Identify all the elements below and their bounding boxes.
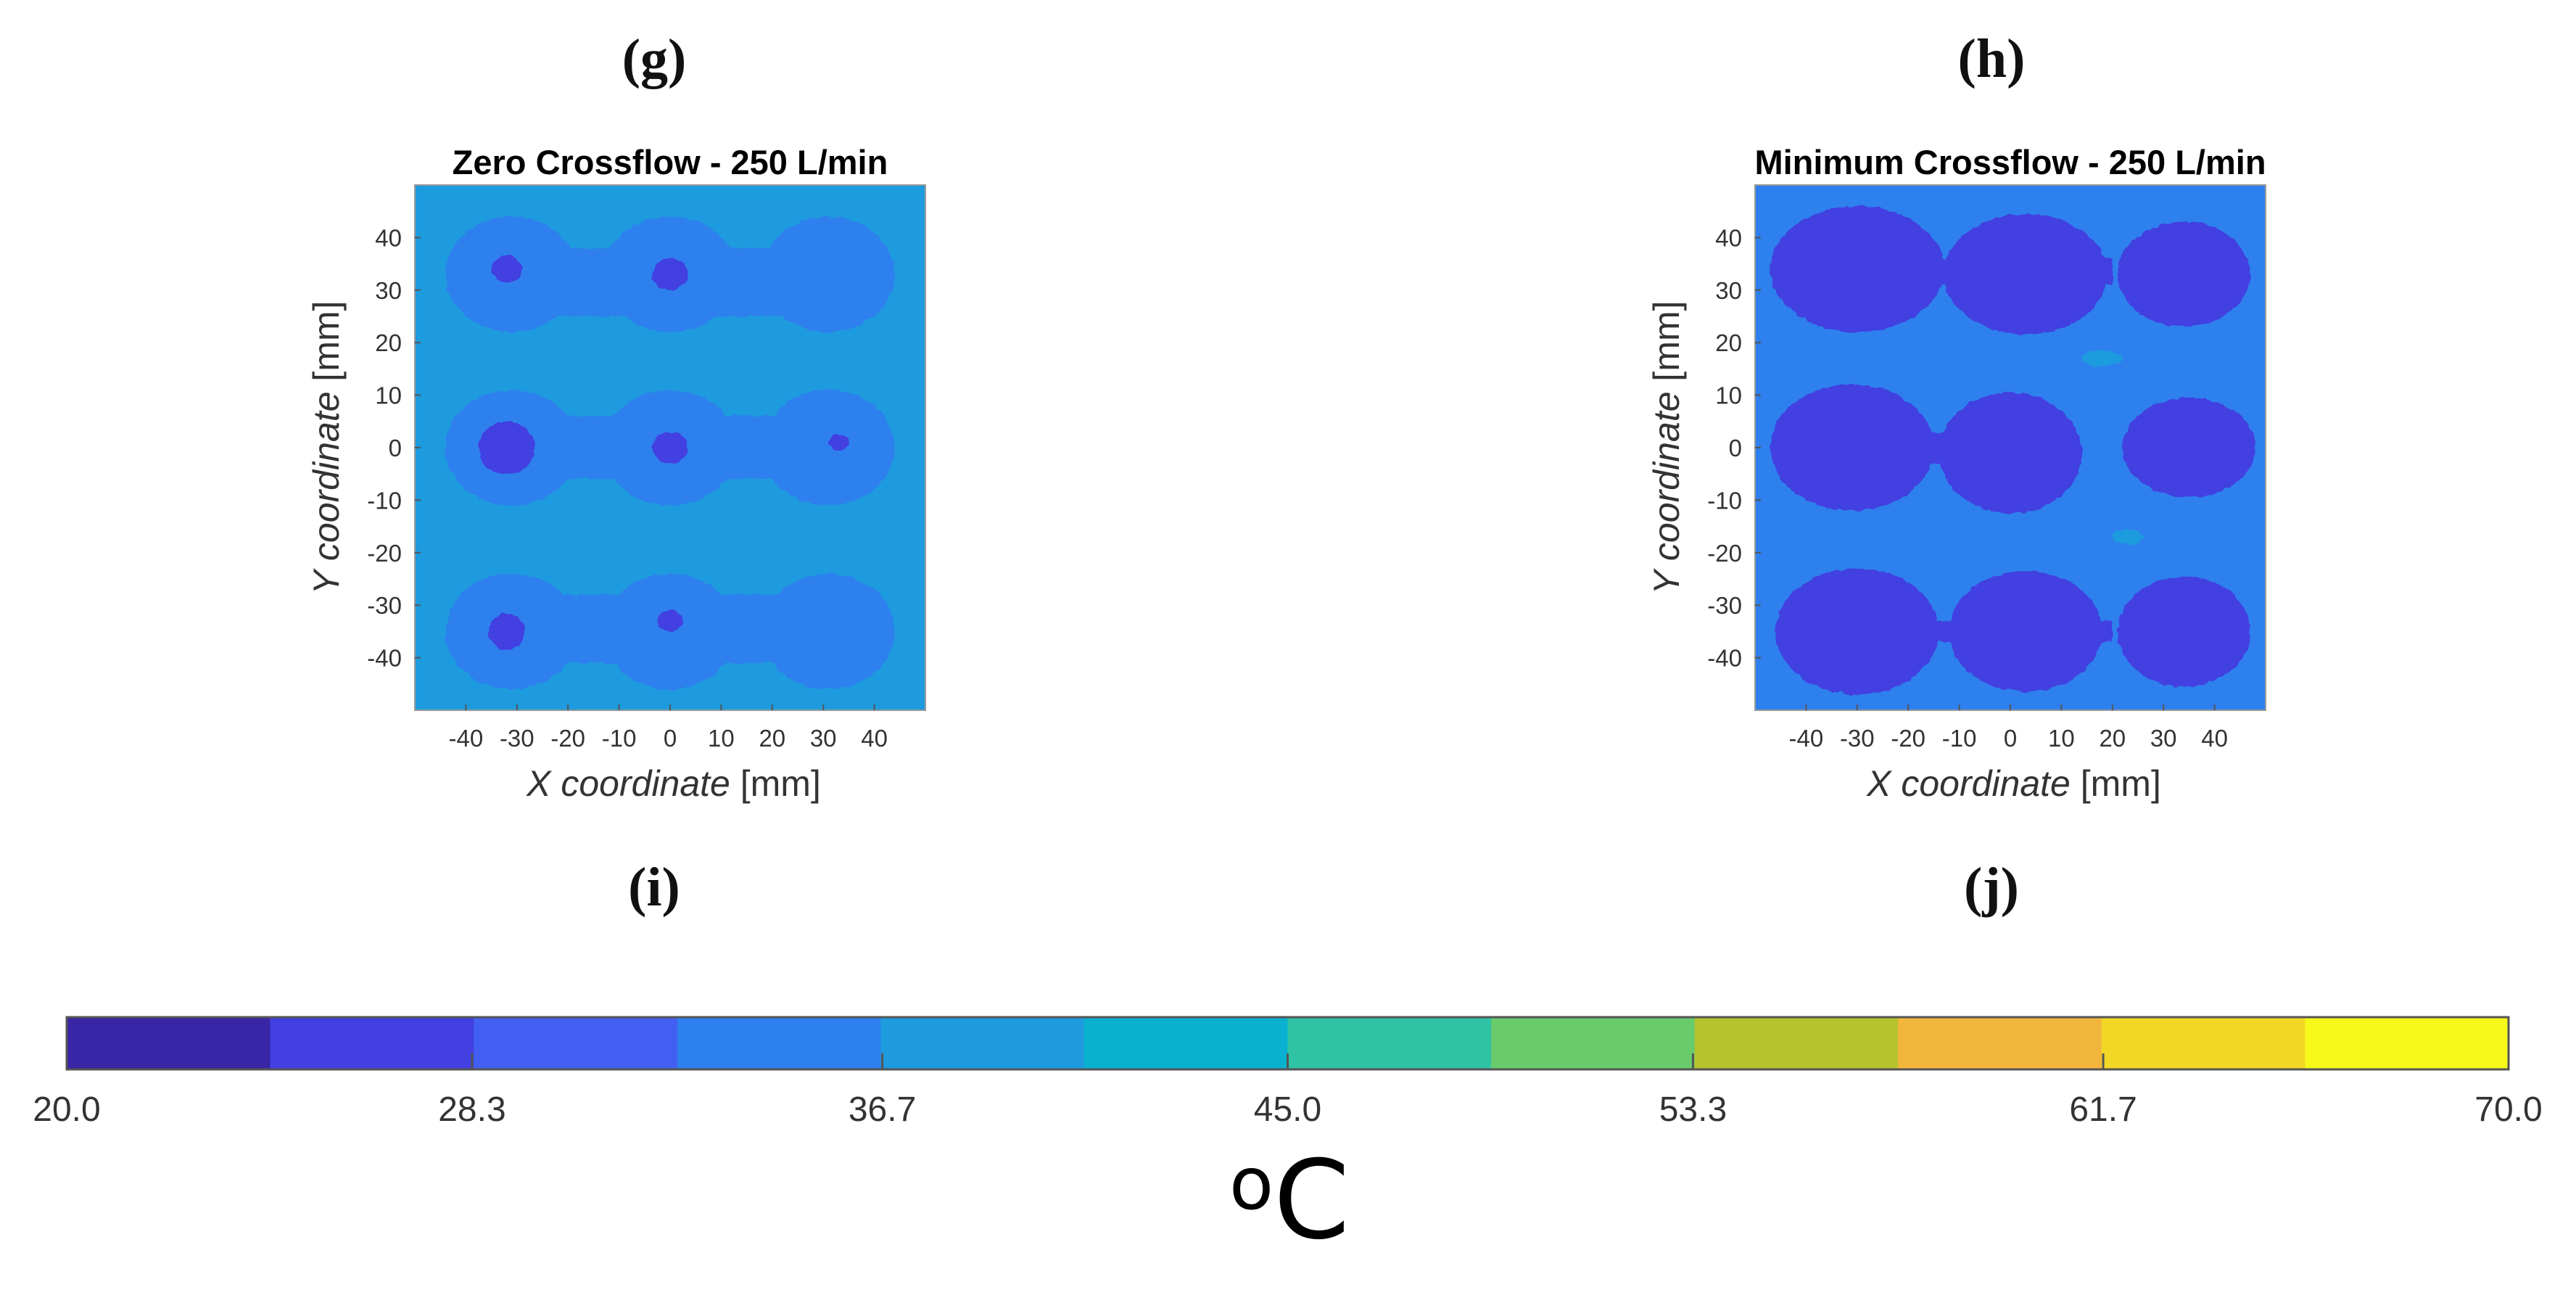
temperature-region bbox=[1770, 385, 1934, 511]
y-tick-label: -40 bbox=[367, 645, 402, 672]
x-tick-label: -30 bbox=[500, 725, 534, 752]
colorbar-tick-label: 70.0 bbox=[2474, 1090, 2543, 1129]
panel-label-i: (i) bbox=[628, 857, 680, 918]
colorbar-tick-label: 53.3 bbox=[1659, 1090, 1727, 1129]
colorbar-unit: oC bbox=[1229, 1138, 1350, 1264]
heatmap-regions bbox=[1770, 205, 2255, 695]
colorbar-tick-label: 61.7 bbox=[2069, 1090, 2137, 1129]
chart-title: Minimum Crossflow - 250 L/min bbox=[1754, 143, 2266, 181]
x-tick-label: 20 bbox=[759, 725, 785, 752]
x-tick-label: -10 bbox=[1942, 725, 1977, 752]
chart-title: Zero Crossflow - 250 L/min bbox=[453, 143, 888, 181]
colorbar-bin bbox=[1287, 1017, 1492, 1069]
heatmap-edge-band bbox=[415, 185, 925, 197]
temperature-region bbox=[489, 613, 525, 650]
heatmap-regions bbox=[445, 216, 895, 690]
y-tick-label: 20 bbox=[375, 329, 402, 356]
colorbar-tick-label: 20.0 bbox=[33, 1090, 101, 1129]
colorbar-bin bbox=[270, 1017, 474, 1069]
x-axis-label: X coordinate [mm] bbox=[1866, 763, 2161, 804]
temperature-region bbox=[652, 432, 688, 464]
panel-label-g: (g) bbox=[622, 28, 687, 89]
y-tick-label: 10 bbox=[375, 382, 402, 409]
temperature-region bbox=[657, 610, 683, 632]
temperature-region bbox=[1770, 205, 1944, 332]
heatmap-panel-1: Minimum Crossflow - 250 L/min -40 -30 -20 -1… bbox=[1646, 143, 2266, 804]
colorbar-bin bbox=[2101, 1017, 2305, 1069]
temperature-region bbox=[828, 434, 849, 451]
y-tick-label: 0 bbox=[1729, 435, 1742, 461]
colorbar-bin bbox=[474, 1017, 678, 1069]
x-tick-label: -20 bbox=[1891, 725, 1925, 752]
colorbar-bin bbox=[677, 1017, 881, 1069]
y-tick-label: 10 bbox=[1715, 382, 1742, 409]
y-tick-label: -10 bbox=[367, 487, 402, 514]
y-tick-label: 0 bbox=[389, 435, 402, 461]
colorbar-bin bbox=[2305, 1017, 2509, 1069]
colorbar-bin bbox=[1491, 1017, 1696, 1069]
y-tick-label: -20 bbox=[1707, 540, 1742, 567]
temperature-region bbox=[1908, 432, 1960, 464]
y-tick-label: -30 bbox=[367, 592, 402, 619]
colorbar-bin bbox=[1694, 1017, 1899, 1069]
y-tick-label: 20 bbox=[1715, 329, 1742, 356]
x-tick-label: 30 bbox=[810, 725, 837, 752]
x-tick-label: -30 bbox=[1840, 725, 1875, 752]
colorbar-tick-label: 28.3 bbox=[438, 1090, 506, 1129]
x-tick-label: 20 bbox=[2099, 725, 2126, 752]
temperature-region bbox=[1939, 392, 2082, 514]
x-tick-label: 40 bbox=[2201, 725, 2228, 752]
x-tick-label: -40 bbox=[449, 725, 484, 752]
y-tick-label: 30 bbox=[375, 277, 402, 304]
x-tick-label: 0 bbox=[664, 725, 677, 752]
x-axis-label: X coordinate [mm] bbox=[526, 763, 821, 804]
y-tick-label: -40 bbox=[1707, 645, 1742, 672]
temperature-region bbox=[2081, 350, 2123, 366]
x-tick-label: 40 bbox=[861, 725, 888, 752]
colorbar-tick-label: 36.7 bbox=[848, 1090, 917, 1129]
panel-label-h: (h) bbox=[1957, 28, 2026, 89]
x-tick-label: 10 bbox=[2048, 725, 2075, 752]
temperature-region bbox=[652, 258, 688, 290]
colorbar-bin bbox=[1083, 1017, 1288, 1069]
temperature-region bbox=[491, 255, 522, 282]
temperature-region bbox=[2117, 576, 2250, 687]
temperature-region bbox=[479, 421, 535, 474]
temperature-region bbox=[1775, 568, 1939, 695]
y-tick-label: 30 bbox=[1715, 277, 1742, 304]
y-tick-label: 40 bbox=[1715, 224, 1742, 251]
colorbar-tick-label: 45.0 bbox=[1253, 1090, 1322, 1129]
x-tick-label: -40 bbox=[1789, 725, 1824, 752]
y-tick-label: 40 bbox=[375, 224, 402, 251]
x-tick-label: 10 bbox=[708, 725, 735, 752]
panel-label-j: (j) bbox=[1964, 857, 2019, 918]
colorbar-bin bbox=[1898, 1017, 2102, 1069]
y-tick-label: -10 bbox=[1707, 487, 1742, 514]
x-tick-label: 0 bbox=[2004, 725, 2017, 752]
y-axis-label: Y coordinate [mm] bbox=[306, 301, 347, 595]
y-tick-label: -20 bbox=[367, 540, 402, 567]
temperature-region bbox=[1918, 620, 2113, 642]
temperature-region bbox=[2122, 398, 2255, 498]
x-tick-label: -10 bbox=[602, 725, 637, 752]
x-tick-label: 30 bbox=[2150, 725, 2177, 752]
temperature-region bbox=[2117, 221, 2250, 327]
temperature-region bbox=[2112, 529, 2144, 545]
colorbar-bin bbox=[67, 1017, 271, 1069]
temperature-region bbox=[1918, 258, 2113, 285]
x-tick-label: -20 bbox=[550, 725, 585, 752]
y-axis-label: Y coordinate [mm] bbox=[1646, 301, 1687, 595]
colorbar-bin bbox=[880, 1017, 1085, 1069]
heatmap-panel-0: Zero Crossflow - 250 L/min -40 -30 -20 -10 0 1… bbox=[306, 143, 926, 804]
y-tick-label: -30 bbox=[1707, 592, 1742, 619]
